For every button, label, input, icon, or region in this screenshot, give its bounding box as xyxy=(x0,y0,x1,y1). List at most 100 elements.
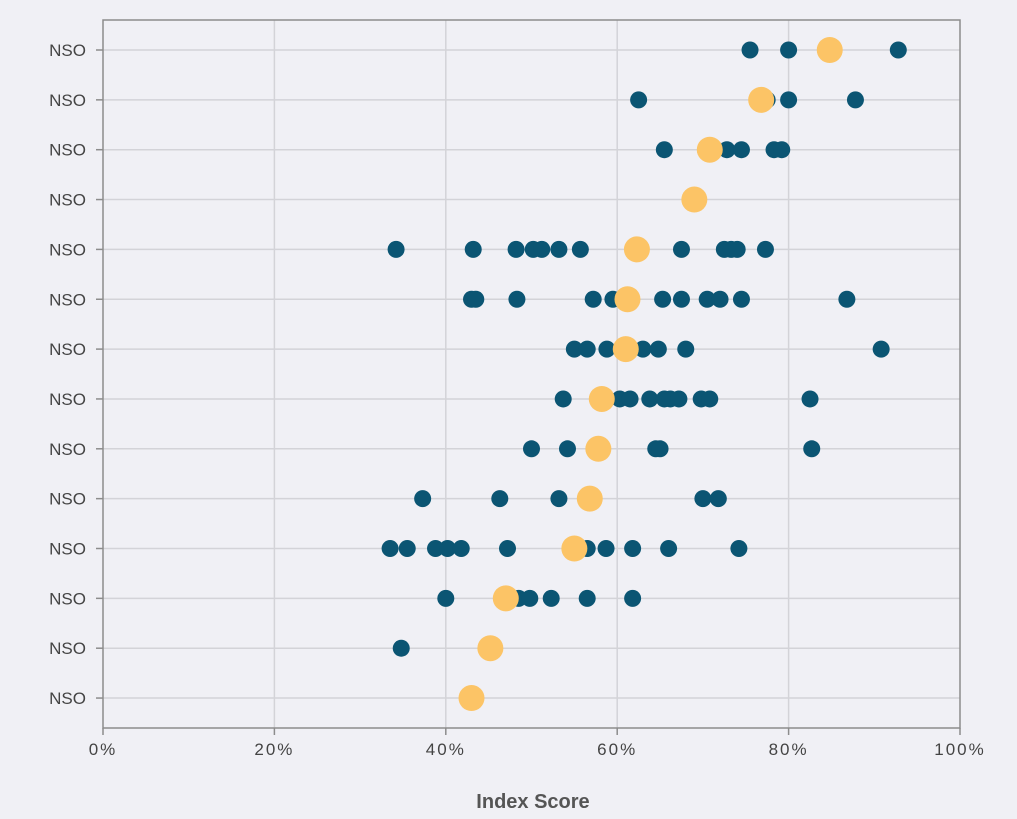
highlight-point xyxy=(748,86,775,113)
y-tick-label: NSO xyxy=(49,41,86,60)
data-point xyxy=(558,440,576,458)
highlight-point xyxy=(614,286,641,313)
data-point xyxy=(698,290,716,308)
data-point xyxy=(452,540,470,557)
data-point xyxy=(654,290,672,308)
y-tick-label: NSO xyxy=(49,490,86,509)
data-point xyxy=(571,240,589,258)
data-point xyxy=(508,290,526,308)
data-point xyxy=(499,540,517,557)
x-axis-title: Index Score xyxy=(476,791,589,813)
highlight-point xyxy=(612,336,639,363)
data-point xyxy=(846,91,864,109)
y-tick-label: NSO xyxy=(49,589,86,608)
highlight-point xyxy=(588,385,615,412)
highlight-point xyxy=(458,685,485,712)
data-point xyxy=(780,41,798,59)
grid-layer xyxy=(96,20,961,735)
x-tick-label: 100% xyxy=(934,740,985,759)
y-tick-label: NSO xyxy=(49,240,86,259)
data-point xyxy=(598,340,616,358)
data-point xyxy=(414,490,432,508)
highlight-point xyxy=(576,485,603,512)
data-point xyxy=(672,240,690,258)
data-point xyxy=(491,490,509,508)
data-point xyxy=(634,340,652,358)
data-point xyxy=(889,41,907,59)
x-tick-label: 60% xyxy=(597,740,637,759)
data-point xyxy=(730,540,748,557)
data-point xyxy=(655,141,673,159)
data-point xyxy=(392,639,410,657)
x-tick-label: 20% xyxy=(254,740,294,759)
data-point xyxy=(464,240,482,258)
data-point xyxy=(550,490,568,508)
data-point xyxy=(756,240,774,258)
y-tick-label: NSO xyxy=(49,440,86,459)
data-point xyxy=(554,390,572,408)
y-tick-label: NSO xyxy=(49,141,86,160)
data-point xyxy=(621,390,639,408)
highlight-point xyxy=(696,136,723,163)
highlight-point xyxy=(492,585,519,612)
data-point xyxy=(649,340,667,358)
data-point xyxy=(597,540,615,557)
data-point xyxy=(741,41,759,59)
data-point xyxy=(381,540,399,557)
data-point xyxy=(718,141,736,159)
data-point xyxy=(670,390,688,408)
data-point xyxy=(584,290,602,308)
data-point xyxy=(732,141,750,159)
highlight-point xyxy=(816,37,843,63)
data-points xyxy=(381,37,907,712)
data-point xyxy=(542,589,560,607)
data-point xyxy=(641,390,659,408)
data-point xyxy=(398,540,416,557)
data-point xyxy=(507,240,525,258)
y-tick-label: NSO xyxy=(49,689,86,708)
data-point xyxy=(701,390,719,408)
data-point xyxy=(437,589,455,607)
highlight-point xyxy=(585,435,612,462)
data-point xyxy=(732,290,750,308)
data-point xyxy=(838,290,856,308)
data-point xyxy=(467,290,485,308)
x-tick-label: 80% xyxy=(769,740,809,759)
y-tick-label: NSO xyxy=(49,540,86,559)
x-tick-labels: 0% 20% 40% 60% 80% 100% xyxy=(89,740,985,759)
data-point xyxy=(660,540,678,557)
data-point xyxy=(872,340,890,358)
data-point xyxy=(523,440,540,458)
data-point xyxy=(780,91,798,109)
data-point xyxy=(773,141,791,159)
y-tick-label: NSO xyxy=(49,290,86,309)
data-point xyxy=(677,340,695,358)
x-tick-label: 40% xyxy=(426,740,466,759)
data-point xyxy=(694,490,712,508)
y-tick-labels: NSO NSO NSO NSO NSO NSO NSO NSO NSO NSO NSO NSO NSO N… xyxy=(49,41,86,708)
plot-area-border xyxy=(102,19,961,729)
x-tick-label: 0% xyxy=(89,740,118,759)
y-tick-label: NSO xyxy=(49,639,86,658)
data-point xyxy=(801,390,819,408)
highlight-point xyxy=(681,186,708,213)
y-tick-label: NSO xyxy=(49,340,86,359)
data-point xyxy=(578,340,596,358)
data-point xyxy=(709,490,727,508)
highlight-point xyxy=(477,635,504,662)
y-tick-label: NSO xyxy=(49,390,86,409)
data-point xyxy=(521,589,539,607)
data-point xyxy=(728,240,746,258)
data-point xyxy=(427,540,445,557)
data-point xyxy=(387,240,405,258)
data-point xyxy=(651,440,669,458)
data-point xyxy=(803,440,821,458)
highlight-point xyxy=(561,535,588,562)
data-point xyxy=(550,240,568,258)
data-point xyxy=(565,340,583,358)
data-point xyxy=(578,589,596,607)
y-tick-label: NSO xyxy=(49,191,86,210)
highlight-point xyxy=(623,236,650,263)
data-point xyxy=(672,290,690,308)
